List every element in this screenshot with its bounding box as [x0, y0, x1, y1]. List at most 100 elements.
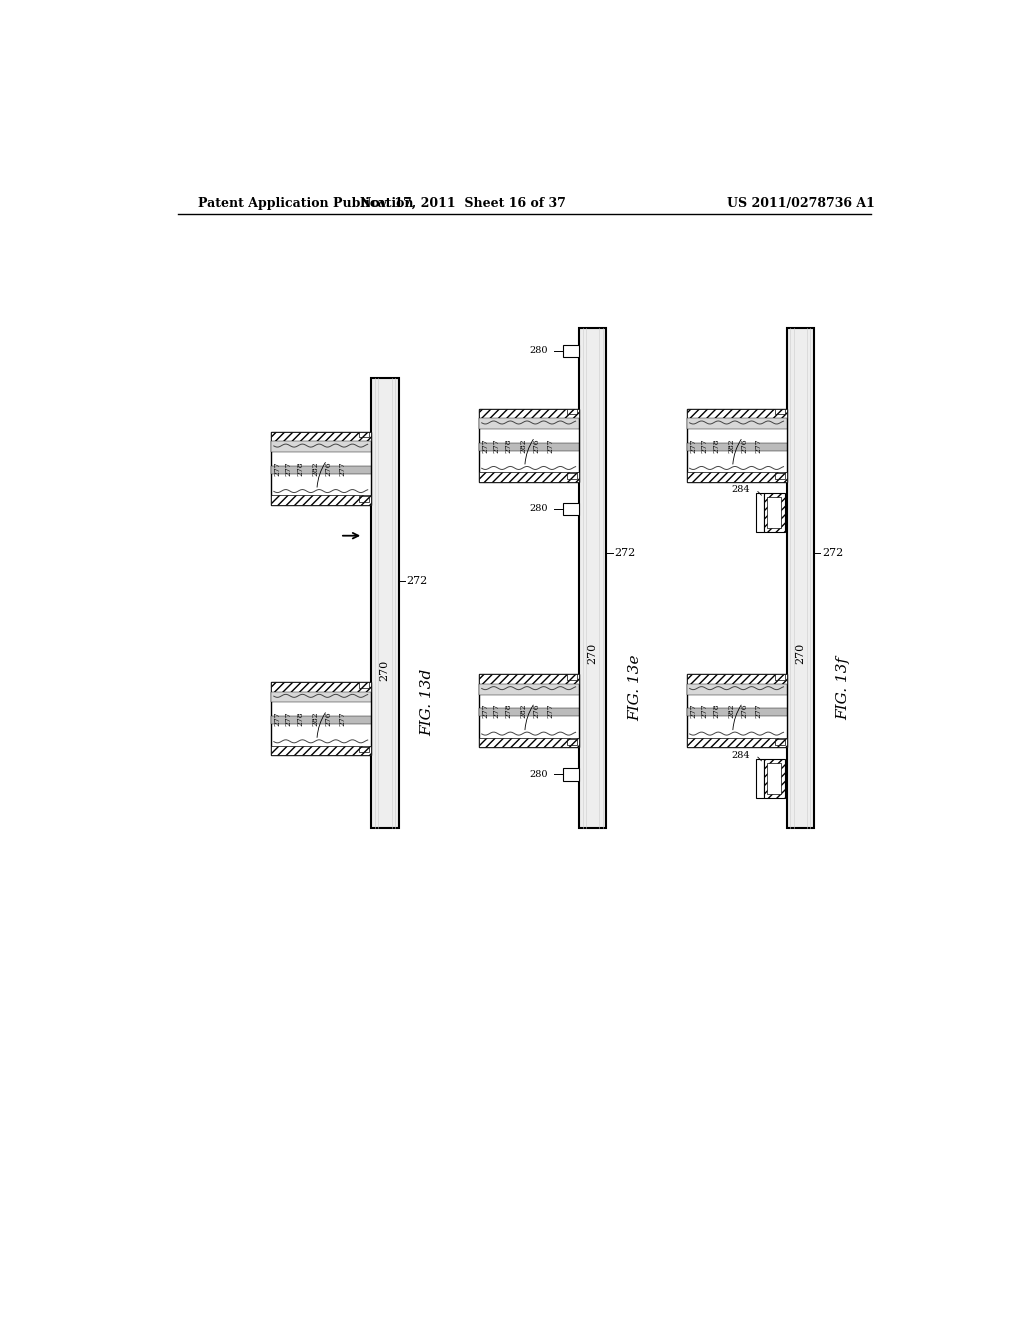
Text: 272: 272 [822, 548, 844, 558]
Bar [359, 432, 370, 437]
Text: 277: 277 [700, 438, 709, 453]
Bar [270, 692, 371, 702]
Bar [567, 675, 578, 680]
Bar [270, 495, 371, 506]
Text: 282: 282 [311, 461, 319, 475]
Text: Patent Application Publication: Patent Application Publication [199, 197, 414, 210]
Bar [775, 409, 785, 414]
Text: 282: 282 [519, 438, 527, 453]
Text: 277: 277 [493, 438, 501, 453]
Text: 276: 276 [740, 438, 749, 453]
Text: 278: 278 [297, 711, 305, 726]
Bar [478, 708, 579, 717]
Bar [686, 409, 786, 418]
Text: 277: 277 [755, 438, 763, 453]
Bar [579, 327, 606, 829]
Bar [686, 684, 786, 694]
Bar [567, 474, 578, 479]
Bar [270, 682, 371, 692]
Text: 277: 277 [493, 704, 501, 718]
Text: 276: 276 [740, 704, 749, 718]
Bar [270, 715, 371, 723]
Text: 280: 280 [529, 770, 548, 779]
Text: 280: 280 [529, 504, 548, 513]
Text: 276: 276 [532, 704, 541, 718]
Bar [563, 345, 579, 358]
Bar [567, 409, 578, 414]
Bar [767, 763, 781, 793]
Bar [686, 442, 786, 450]
Bar [478, 418, 579, 429]
Bar [359, 496, 370, 502]
Text: US 2011/0278736 A1: US 2011/0278736 A1 [726, 197, 874, 210]
Bar [563, 503, 579, 515]
Text: 277: 277 [755, 704, 763, 718]
Bar [478, 738, 579, 747]
Bar [478, 409, 579, 418]
Bar [270, 432, 371, 506]
Text: 278: 278 [505, 438, 513, 453]
Bar [686, 675, 786, 684]
Bar [478, 442, 579, 450]
Text: 276: 276 [325, 461, 333, 475]
Bar [786, 327, 814, 829]
Text: 277: 277 [547, 438, 555, 453]
Bar [478, 684, 579, 694]
Bar [756, 494, 764, 532]
Text: 284: 284 [731, 751, 750, 759]
Text: 277: 277 [689, 704, 697, 718]
Text: 270: 270 [588, 643, 598, 664]
Bar [686, 473, 786, 482]
Text: 278: 278 [713, 438, 721, 453]
Text: 272: 272 [614, 548, 635, 558]
Bar [270, 432, 371, 441]
Text: 277: 277 [481, 704, 489, 718]
Bar [764, 494, 785, 532]
Bar [270, 466, 371, 474]
Text: 272: 272 [407, 576, 427, 586]
Bar [756, 759, 764, 797]
Bar [775, 474, 785, 479]
Bar [686, 738, 786, 747]
Bar [359, 682, 370, 688]
Text: Nov. 17, 2011  Sheet 16 of 37: Nov. 17, 2011 Sheet 16 of 37 [360, 197, 566, 210]
Bar [686, 409, 786, 482]
Text: 277: 277 [273, 711, 282, 726]
Text: 277: 277 [689, 438, 697, 453]
Text: 276: 276 [532, 438, 541, 453]
Text: 278: 278 [505, 704, 513, 718]
Text: 278: 278 [713, 704, 721, 718]
Text: 282: 282 [727, 438, 735, 453]
Text: FIG. 13f: FIG. 13f [836, 656, 850, 719]
Bar [686, 708, 786, 717]
Bar [775, 675, 785, 680]
Text: 276: 276 [325, 711, 333, 726]
Text: 270: 270 [380, 660, 390, 681]
Bar [478, 675, 579, 684]
Text: 284: 284 [731, 484, 750, 494]
Bar [563, 768, 579, 780]
Text: 277: 277 [547, 704, 555, 718]
Text: 282: 282 [727, 704, 735, 718]
Bar [567, 739, 578, 744]
Bar [270, 441, 371, 451]
Bar [478, 675, 579, 747]
Bar [775, 739, 785, 744]
Text: 270: 270 [796, 643, 806, 664]
Bar [478, 409, 579, 482]
Bar [686, 675, 786, 747]
Text: 282: 282 [519, 704, 527, 718]
Bar [764, 759, 785, 797]
Text: 282: 282 [311, 711, 319, 726]
Text: 277: 277 [339, 711, 347, 726]
Bar [686, 418, 786, 429]
Text: FIG. 13d: FIG. 13d [420, 668, 434, 735]
Bar [371, 378, 398, 829]
Text: 277: 277 [339, 461, 347, 475]
Text: 277: 277 [700, 704, 709, 718]
Text: 280: 280 [529, 346, 548, 355]
Bar [478, 473, 579, 482]
Bar [270, 746, 371, 755]
Text: 277: 277 [481, 438, 489, 453]
Text: 277: 277 [285, 461, 293, 475]
